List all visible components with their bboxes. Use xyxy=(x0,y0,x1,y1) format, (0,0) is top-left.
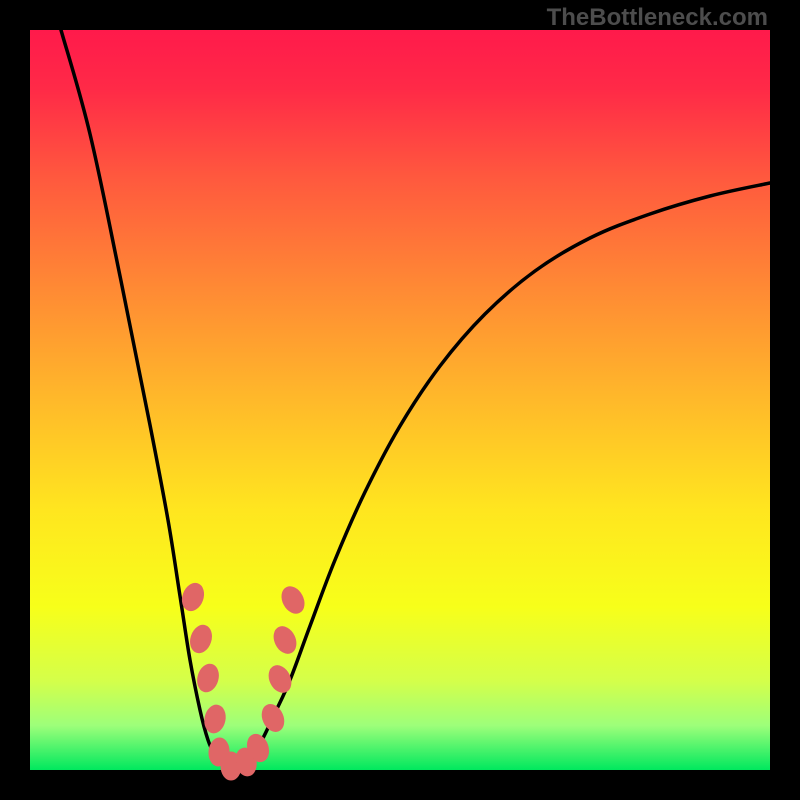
curve-marker xyxy=(270,623,300,657)
curve-markers xyxy=(179,580,309,780)
chart-overlay-svg xyxy=(0,0,800,800)
chart-stage: TheBottleneck.com xyxy=(0,0,800,800)
curve-marker xyxy=(278,583,309,617)
curve-marker xyxy=(258,701,288,735)
bottleneck-curve xyxy=(61,30,770,766)
curve-marker xyxy=(195,662,222,694)
curve-marker xyxy=(265,662,295,696)
curve-marker xyxy=(187,623,215,656)
